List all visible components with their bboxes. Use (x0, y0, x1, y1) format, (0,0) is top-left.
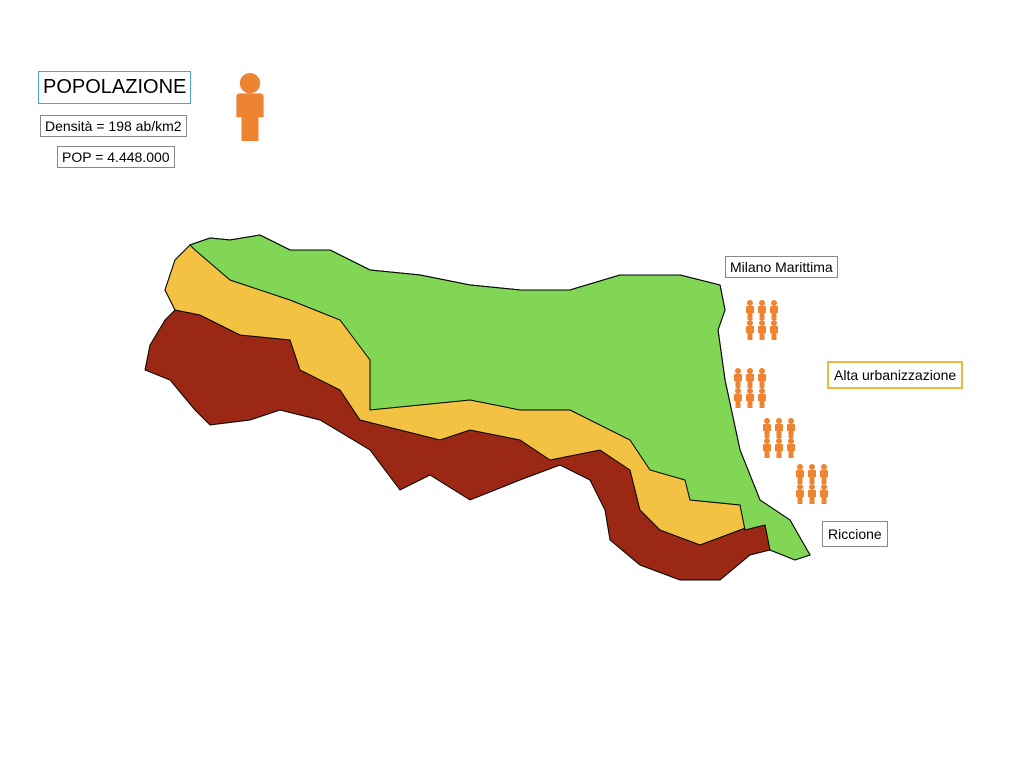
place-label: Riccione (822, 521, 888, 547)
people-group (763, 418, 795, 458)
density: Densità = 198 ab/km2 (40, 115, 187, 137)
population: POP = 4.448.000 (57, 146, 175, 168)
people-group (734, 368, 766, 408)
title: POPOLAZIONE (38, 71, 192, 104)
person-icon (236, 73, 264, 141)
region-plain (189, 234, 811, 561)
place-label: Milano Marittima (725, 256, 838, 278)
area-label: Alta urbanizzazione (827, 361, 964, 389)
people-group (746, 300, 778, 340)
people-group (796, 464, 828, 504)
